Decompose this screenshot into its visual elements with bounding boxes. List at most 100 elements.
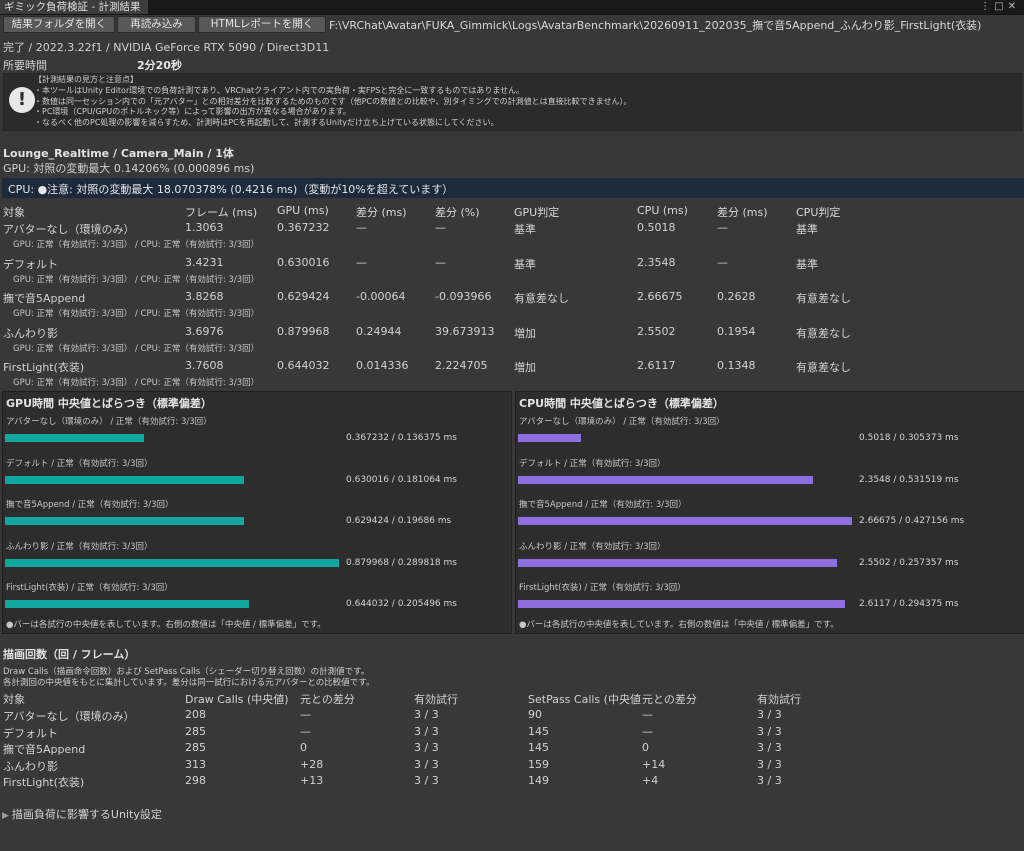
table-cell: 0.367232 bbox=[277, 221, 330, 234]
table-cell: 2.66675 bbox=[637, 290, 683, 303]
row-validity-note: GPU: 正常（有効試行: 3/3回） / CPU: 正常（有効試行: 3/3回… bbox=[13, 343, 260, 354]
bar-label: デフォルト / 正常（有効試行: 3/3回） bbox=[6, 458, 153, 469]
window-controls: ⋮□✕ bbox=[980, 0, 1020, 14]
draw-cell: ふんわり影 bbox=[3, 759, 58, 773]
median-bar bbox=[5, 558, 339, 567]
column-header-cpu-judgement: CPU判定 bbox=[796, 206, 841, 219]
table-cell: デフォルト bbox=[3, 257, 58, 271]
draw-cell: 145 bbox=[528, 741, 549, 754]
bar-label: 撫で音5Append / 正常（有効試行: 3/3回） bbox=[6, 500, 174, 510]
table-cell: 0.644032 bbox=[277, 359, 330, 372]
draw-column-header: SetPass Calls (中央値 bbox=[528, 693, 641, 706]
draw-cell: +14 bbox=[642, 757, 666, 771]
table-cell: — bbox=[356, 255, 367, 269]
table-cell: — bbox=[435, 221, 446, 234]
foldout-arrow-icon: ▶ bbox=[2, 811, 9, 821]
table-cell: 有意差なし bbox=[514, 292, 569, 305]
reload-button[interactable]: 再読み込み bbox=[117, 16, 196, 33]
draw-column-header: 元との差分 bbox=[642, 693, 697, 706]
elapsed-label: 所要時間 bbox=[3, 59, 47, 72]
draw-cell: +28 bbox=[300, 757, 324, 771]
table-cell: 3.6976 bbox=[185, 324, 224, 338]
table-cell: アバターなし（環境のみ） bbox=[3, 223, 135, 236]
draw-cell: 3 / 3 bbox=[757, 757, 782, 771]
cpu-panel-title: CPU時間 中央値とばらつき（標準偏差） bbox=[519, 397, 724, 410]
cpu-warning-text: CPU: ●注意: 対照の変動最大 18.070378% (0.4216 ms)… bbox=[8, 183, 454, 196]
median-bar bbox=[518, 517, 852, 525]
help-line: ・数値は同一セッション内での「元アバター」との相対差分を比較するためのものです（… bbox=[34, 96, 632, 106]
median-stddev-value: 2.5502 / 0.257357 ms bbox=[859, 557, 959, 568]
column-header-gpu-diff-ms: 差分 (ms) bbox=[356, 206, 407, 219]
help-line: ・PC環境（CPU/GPUのボトルネック等）によって影響の出方が異なる場合があり… bbox=[34, 107, 351, 117]
open-result-folder-button[interactable]: 結果フォルダを開く bbox=[3, 16, 115, 33]
help-line: ・なるべく他のPC処理の影響を減らすため、計測時はPCを再起動して、計測するUn… bbox=[34, 118, 499, 128]
draw-column-header: 有効試行 bbox=[757, 693, 801, 706]
gpu-summary: GPU: 対照の変動最大 0.14206% (0.000896 ms) bbox=[3, 162, 255, 175]
draw-cell: 313 bbox=[185, 757, 206, 771]
result-path: F:\VRChat\Avatar\FUKA_Gimmick\Logs\Avata… bbox=[329, 19, 982, 32]
table-cell: ふんわり影 bbox=[3, 326, 58, 340]
median-bar bbox=[518, 558, 837, 567]
table-cell: 増加 bbox=[514, 326, 536, 340]
draw-column-header: 元との差分 bbox=[300, 693, 355, 706]
median-bar bbox=[518, 434, 581, 442]
table-cell: 0.5018 bbox=[637, 221, 676, 234]
table-cell: 3.8268 bbox=[185, 290, 224, 303]
median-bar bbox=[5, 434, 144, 442]
table-cell: 0.24944 bbox=[356, 324, 402, 338]
cpu-time-panel: CPU時間 中央値とばらつき（標準偏差） ●バーは各試行の中央値を表しています。… bbox=[515, 391, 1024, 634]
table-cell: 基準 bbox=[796, 257, 818, 271]
maximize-icon[interactable]: □ bbox=[994, 1, 1008, 12]
draw-cell: 3 / 3 bbox=[757, 741, 782, 754]
close-icon[interactable]: ✕ bbox=[1007, 1, 1020, 12]
table-cell: 増加 bbox=[514, 361, 536, 374]
foldout-label: 描画負荷に影響するUnity設定 bbox=[11, 808, 162, 821]
table-cell: 3.7608 bbox=[185, 359, 224, 372]
median-bar bbox=[5, 600, 249, 608]
help-line: 【計測結果の見方と注意点】 bbox=[34, 75, 138, 84]
unity-settings-foldout[interactable]: ▶ 描画負荷に影響するUnity設定 bbox=[2, 806, 162, 822]
menu-icon[interactable]: ⋮ bbox=[980, 1, 995, 12]
table-cell: — bbox=[717, 255, 728, 269]
column-header-frame: フレーム (ms) bbox=[185, 206, 258, 219]
open-html-report-button[interactable]: HTMLレポートを開く bbox=[198, 16, 326, 33]
bar-label: FirstLight(衣装) / 正常（有効試行: 3/3回） bbox=[519, 583, 686, 593]
table-cell: 2.6117 bbox=[637, 359, 676, 372]
cpu-panel-note: ●バーは各試行の中央値を表しています。右側の数値は「中央値 / 標準偏差」です。 bbox=[519, 620, 839, 630]
bar-label: デフォルト / 正常（有効試行: 3/3回） bbox=[519, 458, 666, 469]
table-cell: — bbox=[717, 221, 728, 234]
status-line: 完了 / 2022.3.22f1 / NVIDIA GeForce RTX 50… bbox=[3, 41, 330, 54]
table-cell: 0.879968 bbox=[277, 324, 330, 338]
help-text: 【計測結果の見方と注意点】 ・本ツールはUnity Editor環境での負荷計測… bbox=[34, 75, 631, 129]
bar-label: アバターなし（環境のみ） / 正常（有効試行: 3/3回） bbox=[6, 417, 212, 427]
row-validity-note: GPU: 正常（有効試行: 3/3回） / CPU: 正常（有効試行: 3/3回… bbox=[13, 309, 260, 319]
draw-calls-note: Draw Calls（描画命令回数）および SetPass Calls（シェーダ… bbox=[3, 667, 370, 677]
help-box: ! 【計測結果の見方と注意点】 ・本ツールはUnity Editor環境での負荷… bbox=[3, 73, 1022, 131]
draw-column-header: Draw Calls (中央値) bbox=[185, 693, 289, 706]
draw-cell: 3 / 3 bbox=[414, 724, 439, 738]
draw-cell: — bbox=[642, 724, 653, 738]
toolbar: 結果フォルダを開く 再読み込み HTMLレポートを開く F:\VRChat\Av… bbox=[0, 14, 1024, 34]
median-stddev-value: 2.3548 / 0.531519 ms bbox=[859, 474, 959, 485]
window-tab[interactable]: ギミック負荷検証 - 計測結果 bbox=[0, 0, 149, 14]
gpu-time-panel: GPU時間 中央値とばらつき（標準偏差） ●バーは各試行の中央値を表しています。… bbox=[2, 391, 512, 634]
median-bar bbox=[518, 600, 845, 608]
draw-cell: — bbox=[300, 724, 311, 738]
draw-cell: — bbox=[642, 708, 653, 721]
median-stddev-value: 0.629424 / 0.19686 ms bbox=[346, 516, 452, 526]
median-stddev-value: 0.5018 / 0.305373 ms bbox=[859, 433, 959, 443]
help-line: ・本ツールはUnity Editor環境での負荷計測であり、VRChatクライア… bbox=[34, 85, 525, 95]
median-stddev-value: 0.879968 / 0.289818 ms bbox=[346, 557, 457, 568]
draw-cell: 149 bbox=[528, 774, 549, 787]
gpu-panel-note: ●バーは各試行の中央値を表しています。右側の数値は「中央値 / 標準偏差」です。 bbox=[6, 620, 326, 630]
table-cell: — bbox=[435, 255, 446, 269]
draw-cell: 3 / 3 bbox=[414, 741, 439, 754]
draw-cell: FirstLight(衣装) bbox=[3, 776, 85, 789]
draw-cell: 0 bbox=[300, 741, 307, 754]
table-cell: 基準 bbox=[514, 223, 536, 236]
table-cell: 有意差なし bbox=[796, 361, 851, 374]
draw-cell: 3 / 3 bbox=[414, 774, 439, 787]
column-header-gpu-diff-pct: 差分 (%) bbox=[435, 206, 480, 219]
draw-calls-title: 描画回数（回 / フレーム） bbox=[3, 648, 136, 661]
draw-cell: 298 bbox=[185, 774, 206, 787]
